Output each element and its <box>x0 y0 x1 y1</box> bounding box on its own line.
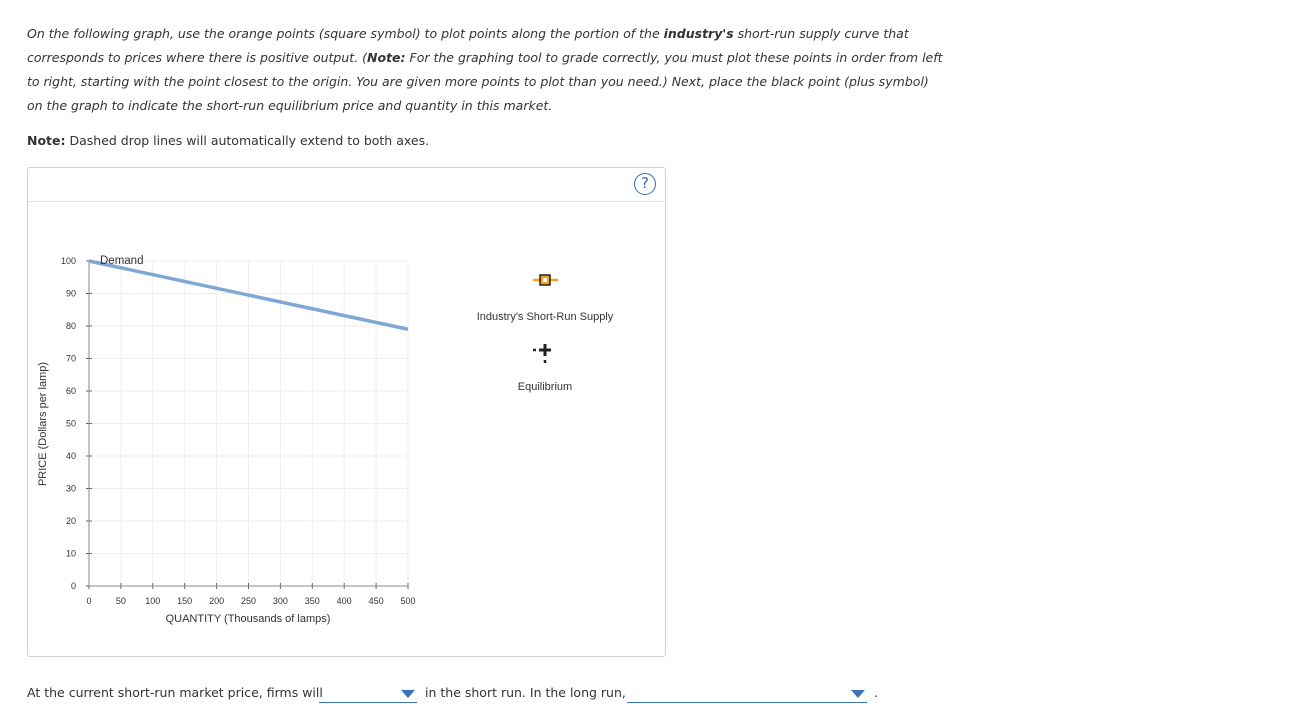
x-tick-label: 400 <box>337 596 352 606</box>
demand-curve <box>88 259 409 331</box>
question-row-2: in the short run. In the long run, <box>425 685 626 700</box>
x-tick-label: 0 <box>86 596 91 606</box>
question-row: At the current short-run market price, f… <box>27 685 323 700</box>
graph-panel: ? 100 90 80 70 60 50 40 30 20 10 0 0 50 100 150 200 250… <box>27 167 666 657</box>
demand-curve-group <box>88 259 409 331</box>
y-axis-label: PRICE (Dollars per lamp) <box>37 362 49 486</box>
instructions-part-2: short-run supply curve that corresponds … <box>27 26 909 65</box>
y-tick-label: 20 <box>66 516 76 526</box>
supply-point-tool[interactable] <box>533 274 558 286</box>
y-tick-label: 90 <box>66 289 76 299</box>
y-tick-label: 10 <box>66 549 76 559</box>
chevron-down-icon <box>851 690 865 698</box>
question-period: . <box>874 685 878 700</box>
x-tick-label: 450 <box>369 596 384 606</box>
note-label: Note: <box>27 133 66 148</box>
note-text: Note: Dashed drop lines will automatical… <box>27 133 429 148</box>
x-axis-label: QUANTITY (Thousands of lamps) <box>166 613 331 625</box>
x-tick-label: 300 <box>273 596 288 606</box>
x-tick-label: 200 <box>209 596 224 606</box>
equilibrium-tool-label: Equilibrium <box>518 381 572 393</box>
y-tick-label: 80 <box>66 321 76 331</box>
supply-tool-label: Industry's Short-Run Supply <box>477 311 614 323</box>
y-tick-label: 70 <box>66 354 76 364</box>
y-tick-label: 100 <box>61 256 76 266</box>
instructions-bold-note: Note: <box>367 50 406 65</box>
x-tick-label: 100 <box>145 596 160 606</box>
y-tick-label: 30 <box>66 484 76 494</box>
y-tick-label: 60 <box>66 386 76 396</box>
short-run-dropdown[interactable] <box>319 686 417 703</box>
help-button[interactable]: ? <box>634 173 656 195</box>
long-run-dropdown[interactable] <box>627 686 867 703</box>
axes <box>86 260 409 589</box>
chevron-down-icon <box>401 690 415 698</box>
x-tick-label: 150 <box>177 596 192 606</box>
note-body: Dashed drop lines will automatically ext… <box>65 133 430 148</box>
grid-lines <box>89 260 409 586</box>
x-tick-label: 250 <box>241 596 256 606</box>
instructions-bold-industry: industry's <box>663 26 734 41</box>
instructions-part-3: For the graphing tool to grade correctly… <box>27 50 943 113</box>
instructions-part-1: On the following graph, use the orange p… <box>27 26 664 41</box>
x-tick-label: 50 <box>116 596 126 606</box>
equilibrium-point-tool[interactable] <box>533 344 551 363</box>
demand-label: Demand <box>100 255 143 267</box>
x-tick-labels: 0 50 100 150 200 250 300 350 400 450 500 <box>86 596 415 606</box>
black-plus-icon <box>539 344 551 356</box>
y-tick-label: 50 <box>66 419 76 429</box>
question-text-1: At the current short-run market price, f… <box>27 685 323 700</box>
y-tick-label: 0 <box>71 581 76 591</box>
x-tick-label: 350 <box>305 596 320 606</box>
x-tick-label: 500 <box>400 596 415 606</box>
instructions-text: On the following graph, use the orange p… <box>27 22 947 118</box>
graph-toolbar <box>28 168 665 202</box>
orange-square-center <box>543 278 547 282</box>
y-tick-label: 40 <box>66 451 76 461</box>
question-text-2: in the short run. In the long run, <box>425 685 626 700</box>
